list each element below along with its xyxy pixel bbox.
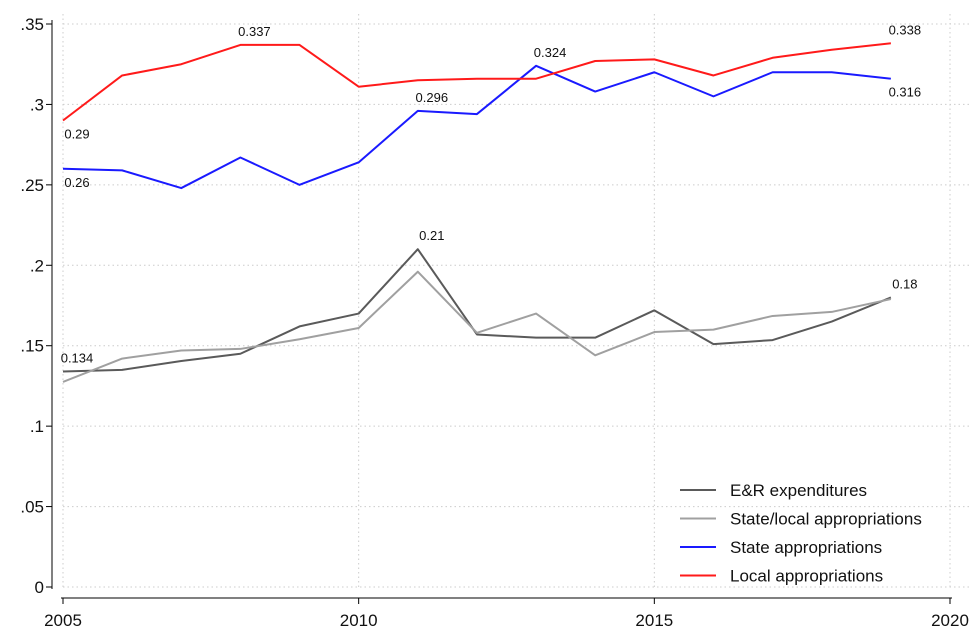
value-label: 0.316 [889,85,922,100]
y-tick-label: .15 [20,337,44,356]
x-tick-label: 2015 [635,611,673,630]
value-label: 0.29 [64,127,89,142]
y-tick-label: .3 [30,95,44,114]
value-label: 0.337 [238,24,271,39]
value-label: 0.338 [889,22,922,37]
legend-label: State/local appropriations [730,510,922,529]
x-tick-label: 2020 [931,611,969,630]
series-line [62,270,892,383]
y-tick-label: .2 [30,256,44,275]
value-label: 0.26 [64,175,89,190]
legend-label: E&R expenditures [730,481,867,500]
y-tick-label: .35 [20,15,44,34]
x-tick-label: 2005 [44,611,82,630]
legend-label: State appropriations [730,538,882,557]
legend-label: Local appropriations [730,567,883,586]
value-label: 0.18 [892,276,917,291]
x-tick-label: 2010 [340,611,378,630]
value-label: 0.134 [61,350,94,365]
y-tick-label: .25 [20,176,44,195]
y-tick-label: .1 [30,417,44,436]
series-line [62,42,891,122]
series-line [62,64,891,190]
value-label: 0.296 [416,90,449,105]
series-line [62,248,892,373]
y-tick-label: .05 [20,498,44,517]
y-tick-label: 0 [35,578,44,597]
value-label: 0.324 [534,45,567,60]
value-label: 0.21 [419,228,444,243]
